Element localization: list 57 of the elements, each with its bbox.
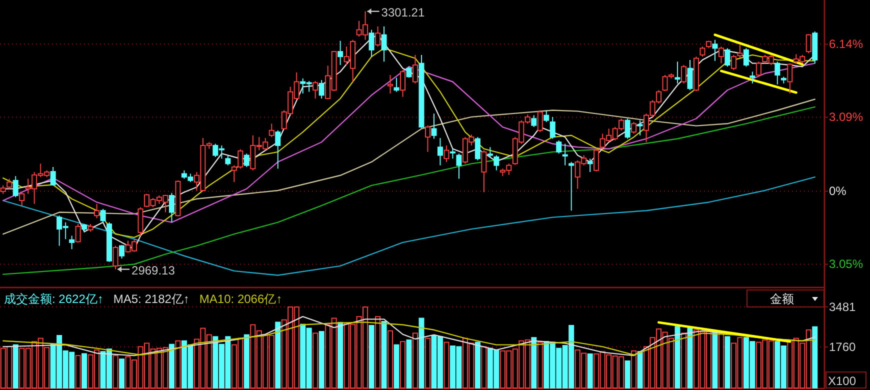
bar [587, 353, 593, 388]
text: 成交金额: 2622亿↑ [4, 292, 104, 306]
bar [418, 318, 424, 388]
line-series [2, 316, 816, 356]
bar [168, 344, 174, 388]
bar [375, 316, 381, 388]
bar [400, 341, 406, 388]
bar [244, 334, 250, 388]
bar [631, 350, 637, 388]
bar [424, 338, 430, 388]
y-axis-title: X100 [828, 374, 856, 388]
bar [724, 336, 730, 388]
bar [412, 332, 418, 388]
bar [394, 344, 400, 388]
y-tick-label: 3481 [829, 300, 856, 314]
series-label: MA10: 2066亿↑ [199, 292, 282, 306]
bar [637, 351, 643, 388]
bar [75, 355, 81, 388]
line-series [2, 176, 816, 276]
annotation: 3301.21 [381, 5, 425, 20]
y-tick-label: 3.09% [829, 110, 864, 124]
bar [406, 339, 412, 388]
line-series [2, 98, 816, 235]
line-series [2, 62, 816, 223]
y-tick-label: 6.14% [829, 37, 864, 52]
bar [481, 346, 487, 388]
y-tick-label: 3.05% [829, 257, 864, 272]
annotation: 2969.13 [132, 263, 176, 278]
bar [531, 337, 537, 388]
bar [275, 322, 281, 388]
bar [368, 324, 374, 388]
annotation: 金额 [770, 292, 794, 306]
bar [112, 355, 118, 388]
bar [812, 326, 818, 388]
bar [444, 342, 450, 388]
text: MA5: 2182亿↑ [113, 292, 190, 306]
bar [82, 353, 88, 388]
bar [175, 340, 181, 388]
bar [537, 342, 543, 388]
bar [718, 332, 724, 388]
bar [681, 332, 686, 388]
bar [687, 328, 693, 388]
bar [12, 344, 18, 388]
bar [381, 321, 387, 388]
bar [674, 326, 680, 388]
bar [712, 332, 718, 388]
bar [624, 360, 630, 388]
line-series [2, 106, 816, 275]
bar [338, 322, 344, 388]
y-tick-label: 1760 [829, 340, 856, 354]
bar [119, 358, 125, 388]
line-series [2, 322, 816, 356]
bar [474, 342, 480, 388]
bar [312, 332, 318, 388]
bar [388, 330, 394, 388]
y-tick-label: 0% [829, 184, 847, 198]
bar [318, 331, 324, 388]
